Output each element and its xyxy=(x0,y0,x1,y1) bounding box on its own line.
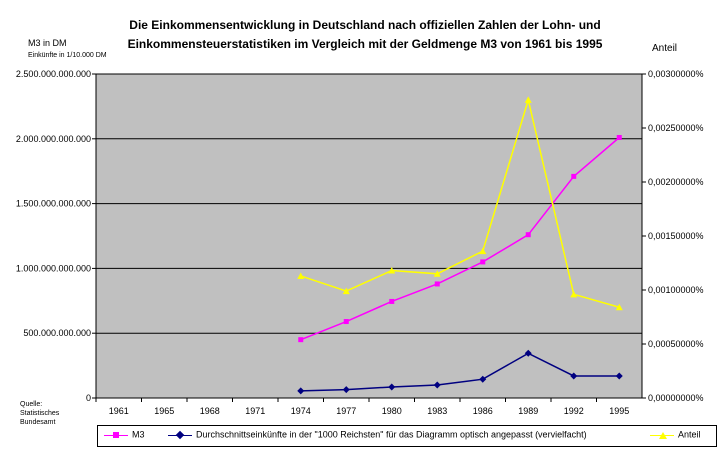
x-tick-label: 1995 xyxy=(609,406,629,416)
right-tick-label: 0,00250000% xyxy=(648,123,704,133)
x-tick-label: 1983 xyxy=(427,406,447,416)
right-axis-title: Anteil xyxy=(652,43,678,54)
data-point-anteil xyxy=(615,303,623,311)
x-tick-label: 1974 xyxy=(291,406,311,416)
right-tick-label: 0,00050000% xyxy=(648,339,704,349)
x-tick-label: 1992 xyxy=(564,406,584,416)
left-axis-title: M3 in DM xyxy=(28,38,67,48)
data-point-anteil xyxy=(433,270,441,277)
legend-label-income: Durchschnittseinkünfte in der "1000 Reic… xyxy=(196,429,587,440)
x-tick-label: 1965 xyxy=(154,406,174,416)
plot-area xyxy=(95,73,643,399)
left-tick-label: 2.500.000.000.000 xyxy=(16,69,91,79)
legend-swatch-m3 xyxy=(104,429,128,441)
x-tick-label: 1989 xyxy=(518,406,538,416)
left-tick-label: 500.000.000.000 xyxy=(23,328,91,338)
left-tick-label: 0 xyxy=(86,393,91,403)
legend-label-anteil: Anteil xyxy=(678,429,701,440)
right-tick-label: 0,00300000% xyxy=(648,69,704,79)
left-tick-label: 2.000.000.000.000 xyxy=(16,134,91,144)
right-tick-label: 0,00000000% xyxy=(648,393,704,403)
right-tick-label: 0,00200000% xyxy=(648,177,704,187)
x-tick-label: 1986 xyxy=(473,406,493,416)
legend-item-income: Durchschnittseinkünfte in der "1000 Reic… xyxy=(168,429,587,441)
source-note-line-1: Quelle: xyxy=(20,401,43,408)
chart-title: Die Einkommensentwicklung in Deutschland… xyxy=(95,16,635,54)
legend-item-anteil: Anteil xyxy=(650,429,701,441)
data-point-income xyxy=(615,372,623,380)
source-note: Quelle: Statistisches Bundesamt xyxy=(20,400,80,427)
data-point-anteil xyxy=(570,290,578,298)
data-point-anteil xyxy=(297,272,305,279)
data-point-income xyxy=(297,387,305,395)
source-note-line-3: Bundesamt xyxy=(20,419,56,426)
x-tick-label: 1977 xyxy=(336,406,356,416)
data-point-m3 xyxy=(343,319,349,325)
x-tick-label: 1971 xyxy=(245,406,265,416)
legend-swatch-anteil xyxy=(650,429,674,441)
series-line-0 xyxy=(300,136,620,341)
x-tick-label: 1980 xyxy=(382,406,402,416)
data-point-income xyxy=(570,372,578,380)
data-point-m3 xyxy=(616,135,622,141)
left-tick-label: 1.500.000.000.000 xyxy=(16,199,91,209)
data-point-m3 xyxy=(525,232,531,238)
data-point-income xyxy=(342,386,350,394)
data-point-m3 xyxy=(389,298,395,304)
data-point-income xyxy=(524,349,532,357)
chart-title-line-2: Einkommensteuerstatistiken im Vergleich … xyxy=(127,37,603,51)
series-line-1 xyxy=(300,352,620,392)
right-tick-label: 0,00150000% xyxy=(648,231,704,241)
series-line-2 xyxy=(300,97,620,309)
legend-item-m3: M3 xyxy=(104,429,145,441)
line-chart: 0 500.000.000.000 1.000.000.000.000 1.500.0… xyxy=(16,69,704,416)
data-point-m3 xyxy=(571,173,577,179)
legend-swatch-income xyxy=(168,429,192,441)
x-tick-label: 1961 xyxy=(109,406,129,416)
chart-legend: M3 Durchschnittseinkünfte in der "1000 R… xyxy=(97,425,717,447)
legend-label-m3: M3 xyxy=(132,429,145,440)
data-point-income xyxy=(433,381,441,389)
left-axis-subtitle: Einkünfte in 1/10.000 DM xyxy=(28,52,107,59)
right-tick-label: 0,00100000% xyxy=(648,285,704,295)
left-tick-label: 1.000.000.000.000 xyxy=(16,263,91,273)
data-point-m3 xyxy=(480,259,486,265)
data-point-income xyxy=(479,375,487,383)
data-point-income xyxy=(388,383,396,391)
data-point-anteil xyxy=(342,287,350,295)
chart-title-line-1: Die Einkommensentwicklung in Deutschland… xyxy=(129,18,601,32)
source-note-line-2: Statistisches xyxy=(20,410,60,417)
data-point-m3 xyxy=(298,337,304,343)
data-point-anteil xyxy=(388,267,396,274)
x-tick-label: 1968 xyxy=(200,406,220,416)
data-point-anteil xyxy=(479,247,487,255)
data-point-anteil xyxy=(524,96,532,103)
data-point-m3 xyxy=(434,281,440,287)
